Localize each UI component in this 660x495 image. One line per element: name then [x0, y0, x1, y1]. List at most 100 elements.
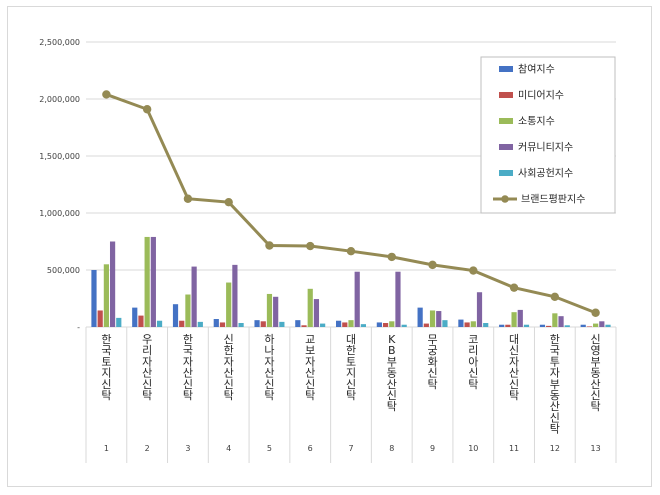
line-point — [102, 90, 111, 99]
line-point — [387, 252, 396, 262]
y-tick-label: 2,500,000 — [39, 38, 80, 47]
bar — [476, 292, 483, 327]
bar — [593, 323, 599, 327]
line-point — [306, 241, 315, 251]
line-point — [183, 194, 193, 203]
x-index-label: 13 — [591, 444, 601, 453]
bar — [348, 320, 354, 327]
legend-label: 커뮤니티지수 — [518, 142, 573, 154]
bar — [539, 324, 546, 327]
bar — [144, 236, 150, 327]
line-point — [265, 241, 274, 250]
bar — [389, 321, 395, 327]
bar — [219, 322, 226, 327]
bar — [423, 323, 429, 327]
line-point — [428, 260, 437, 270]
bar — [191, 266, 197, 327]
line-point — [591, 308, 600, 317]
bar — [360, 324, 366, 327]
bar — [605, 324, 611, 327]
x-index-label: 12 — [550, 444, 560, 453]
bar — [483, 323, 489, 327]
bar — [150, 236, 156, 327]
legend-label: 참여지수 — [518, 64, 555, 76]
bar — [401, 324, 407, 327]
bar — [320, 323, 326, 327]
bar — [586, 326, 593, 327]
line-point — [550, 292, 560, 301]
bar — [103, 264, 109, 327]
bar — [172, 304, 179, 327]
x-index-label: 6 — [308, 444, 313, 453]
x-index-label: 4 — [226, 444, 231, 453]
bar — [185, 294, 191, 327]
bar — [260, 321, 266, 327]
bar — [138, 315, 144, 327]
x-index-label: 1 — [104, 444, 109, 453]
x-index-label: 11 — [509, 444, 519, 453]
bar — [179, 320, 185, 327]
bar — [505, 324, 511, 327]
bar — [156, 320, 163, 327]
bar — [511, 312, 517, 327]
bar — [273, 296, 279, 327]
bar — [395, 271, 401, 327]
bar — [342, 322, 348, 327]
legend-swatch — [499, 92, 513, 98]
bar — [382, 323, 389, 327]
y-tick-label: 2,000,000 — [39, 95, 80, 104]
line-point — [469, 266, 478, 275]
bar — [546, 325, 552, 327]
bar — [552, 313, 558, 327]
bar — [599, 321, 605, 327]
bar — [564, 325, 570, 327]
bar — [132, 307, 138, 327]
y-tick-label: 500,000 — [47, 266, 80, 275]
bar — [232, 264, 238, 327]
line-point — [142, 105, 152, 114]
bar — [336, 320, 342, 327]
bar — [238, 323, 244, 327]
bar — [558, 316, 564, 327]
legend-label: 브랜드평판지수 — [521, 194, 585, 206]
bar — [580, 324, 586, 327]
bar — [279, 321, 285, 327]
x-index-label: 8 — [389, 444, 394, 453]
bar — [307, 288, 313, 327]
bar — [442, 320, 448, 327]
bar — [499, 324, 505, 327]
x-index-label: 2 — [145, 444, 150, 453]
y-tick-label: 1,000,000 — [39, 209, 80, 218]
y-tick-label: - — [77, 323, 80, 332]
bar — [226, 282, 232, 327]
bar — [517, 309, 523, 327]
legend-box — [480, 56, 616, 214]
bar — [464, 322, 470, 327]
bar — [436, 311, 442, 327]
bar — [313, 299, 320, 327]
bar — [295, 320, 301, 327]
legend-swatch — [499, 170, 513, 176]
bar — [301, 325, 307, 327]
bar — [213, 319, 219, 327]
bar — [109, 241, 116, 327]
line-point — [224, 197, 233, 207]
x-index-label: 3 — [185, 444, 190, 453]
line-point — [346, 246, 356, 256]
x-index-label: 9 — [430, 444, 435, 453]
legend-marker — [501, 195, 509, 203]
bar — [417, 307, 423, 327]
